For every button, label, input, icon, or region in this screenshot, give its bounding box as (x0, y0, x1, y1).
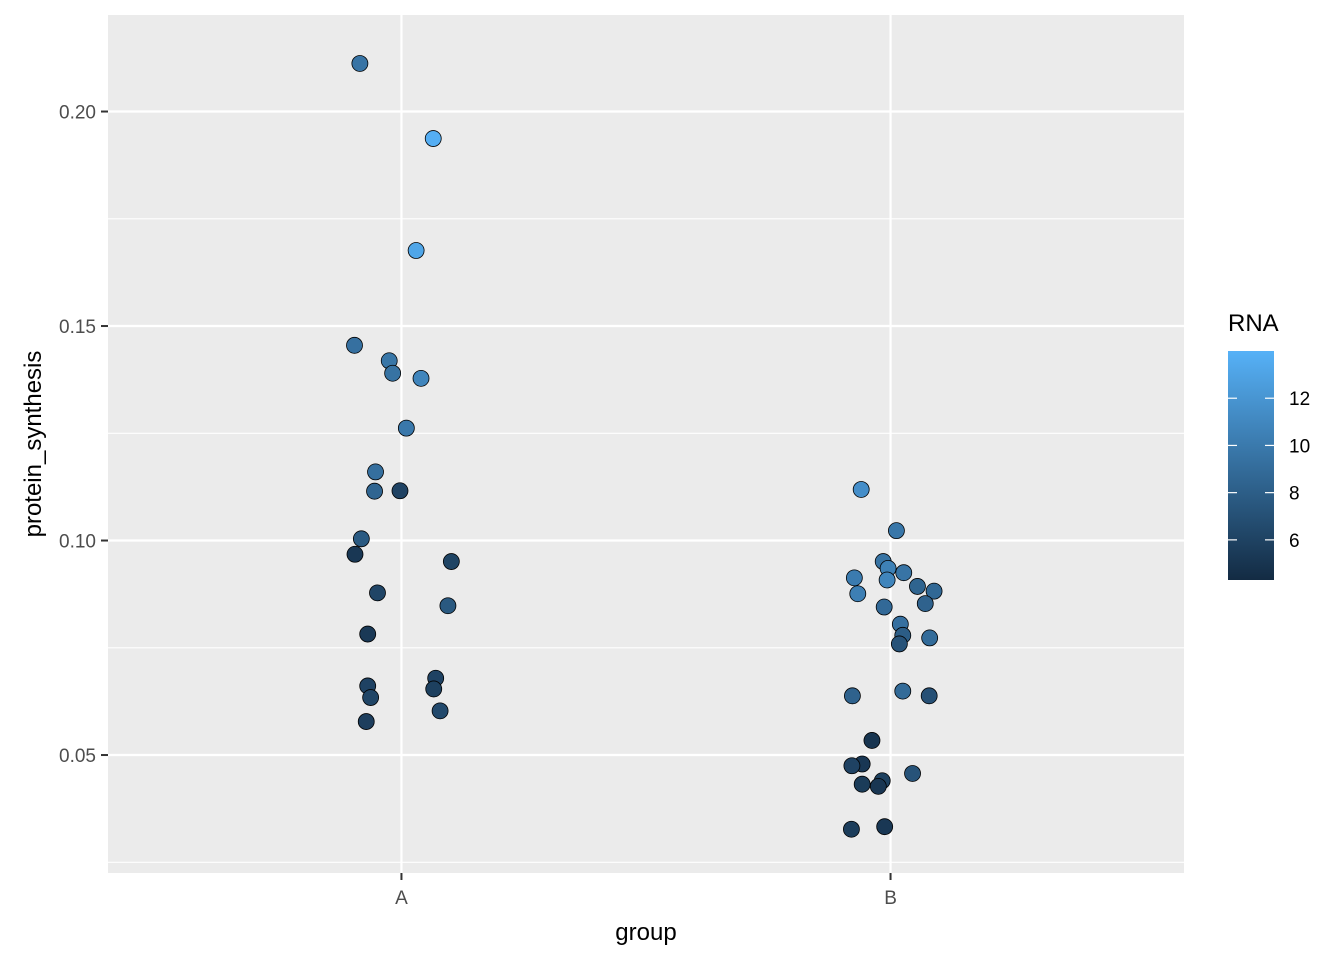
data-point (384, 364, 402, 382)
legend-tick-label: 6 (1289, 531, 1300, 552)
data-point (888, 522, 905, 540)
data-point (895, 564, 913, 582)
legend-tick-label: 8 (1289, 484, 1300, 505)
data-point (916, 595, 934, 612)
data-point (359, 625, 377, 643)
data-point (863, 732, 881, 749)
y-tick-label: 0.20 (59, 103, 96, 124)
plot-panel (108, 15, 1184, 873)
data-point (852, 481, 870, 498)
data-point (920, 687, 938, 705)
data-point (849, 585, 867, 603)
data-point (921, 629, 939, 647)
y-axis-title: protein_synthesis (20, 351, 47, 538)
data-point (351, 55, 369, 72)
data-point (366, 482, 383, 500)
legend-title: RNA (1228, 310, 1279, 337)
data-point (876, 818, 894, 836)
data-point (875, 598, 893, 616)
data-point (369, 584, 386, 602)
data-point (878, 571, 896, 589)
data-point (845, 569, 863, 587)
data-point (869, 777, 887, 795)
y-axis: 0.05 0.10 0.15 0.20 (59, 103, 108, 767)
legend-tick-label: 10 (1289, 436, 1310, 457)
data-point (439, 597, 457, 615)
data-point (367, 463, 384, 481)
data-point (352, 530, 370, 548)
x-tick-label: A (395, 888, 408, 909)
data-point (904, 765, 921, 782)
data-point (843, 757, 861, 775)
data-point (346, 545, 364, 563)
data-point (890, 635, 908, 653)
data-point (407, 242, 425, 259)
x-axis-title: group (615, 919, 676, 946)
data-points (346, 55, 943, 838)
y-tick-label: 0.15 (59, 317, 96, 338)
data-point (843, 820, 860, 838)
minor-gridlines (108, 218, 1184, 863)
data-point (391, 482, 409, 500)
legend-colorbar (1228, 351, 1274, 580)
y-tick-label: 0.05 (59, 746, 96, 767)
legend: RNA 6 8 10 12 (1228, 310, 1310, 580)
data-point (362, 689, 380, 706)
data-point (431, 702, 449, 720)
data-point (412, 369, 430, 387)
legend-tick-label: 12 (1289, 389, 1310, 410)
data-point (357, 713, 375, 730)
data-point (397, 419, 415, 437)
data-point (425, 680, 443, 698)
data-point (925, 582, 943, 600)
data-point (894, 682, 912, 700)
legend-ticks: 6 8 10 12 (1228, 389, 1310, 552)
data-point (424, 130, 442, 147)
data-point (346, 336, 363, 354)
data-point (909, 578, 926, 595)
data-point (843, 687, 861, 705)
major-gridlines (108, 15, 1184, 873)
y-tick-label: 0.10 (59, 532, 96, 553)
data-point (442, 553, 460, 570)
data-point (853, 775, 871, 793)
x-tick-label: B (884, 888, 897, 909)
